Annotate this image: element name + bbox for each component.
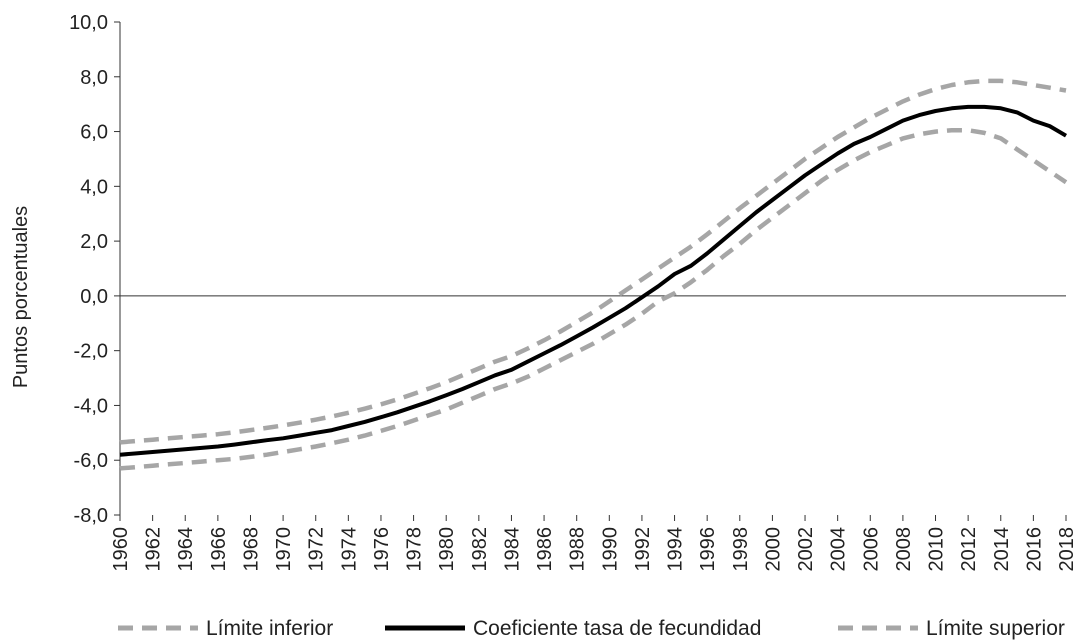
x-tick-label: 1982 [469, 527, 491, 572]
x-tick-label: 2010 [926, 527, 948, 572]
x-tick-label: 1970 [273, 527, 295, 572]
y-tick-label: 10,0 [69, 12, 108, 34]
y-axis-title: Puntos porcentuales [10, 206, 32, 388]
axes: -8,0 -6,0 -4,0 -2,0 0,0 2,0 4,0 6,0 8,0 10,0 1960 1… [69, 12, 1074, 572]
x-tick-label: 1990 [599, 527, 621, 572]
x-tick-label: 1984 [501, 527, 523, 572]
x-tick-label: 1988 [567, 527, 589, 572]
x-tick-label: 1986 [534, 527, 556, 572]
x-tick-label: 1980 [436, 527, 458, 572]
y-tick-label: -4,0 [74, 395, 108, 417]
x-tick-label: 2014 [991, 527, 1013, 572]
x-tick-label: 1976 [371, 527, 393, 572]
x-tick-label: 1974 [338, 527, 360, 572]
x-tick-label: 2000 [762, 527, 784, 572]
x-tick-label: 1972 [306, 527, 328, 572]
legend: Límite inferior Coeficiente tasa de fecun… [118, 617, 1065, 640]
x-tick-label: 2004 [828, 527, 850, 572]
x-tick-label: 1960 [110, 527, 132, 572]
y-tick-label: 6,0 [80, 122, 108, 144]
y-tick-label: 4,0 [80, 176, 108, 198]
legend-label-3: Límite superior [926, 617, 1065, 640]
series-layer [119, 78, 1068, 471]
x-tick-label: 1998 [730, 527, 752, 572]
x-tick-label: 2018 [1056, 527, 1074, 572]
y-tick-label: -6,0 [74, 450, 108, 472]
x-tick-label: 1978 [404, 527, 426, 572]
x-tick-label: 1966 [208, 527, 230, 572]
series-line-1 [119, 127, 1068, 471]
y-tick-label: 0,0 [80, 286, 108, 308]
x-tick-label: 1968 [240, 527, 262, 572]
x-tick-label: 1962 [143, 527, 165, 572]
y-tick-label: 8,0 [80, 67, 108, 89]
x-tick-label: 1992 [632, 527, 654, 572]
x-tick-label: 2016 [1023, 527, 1045, 572]
y-tick-label: -8,0 [74, 505, 108, 527]
series-line-3 [119, 78, 1067, 445]
x-tick-label: 2012 [958, 527, 980, 572]
x-tick-label: 1996 [697, 527, 719, 572]
x-tick-label: 1964 [175, 527, 197, 572]
x-tick-label: 2008 [893, 527, 915, 572]
x-tick-label: 2006 [860, 527, 882, 572]
y-tick-label: 2,0 [80, 231, 108, 253]
legend-label-1: Límite inferior [206, 617, 333, 640]
series-line-2 [119, 104, 1068, 457]
y-tick-label: -2,0 [74, 341, 108, 363]
legend-label-2: Coeficiente tasa de fecundidad [473, 617, 761, 640]
x-tick-label: 1994 [665, 527, 687, 572]
x-tick-label: 2002 [795, 527, 817, 572]
